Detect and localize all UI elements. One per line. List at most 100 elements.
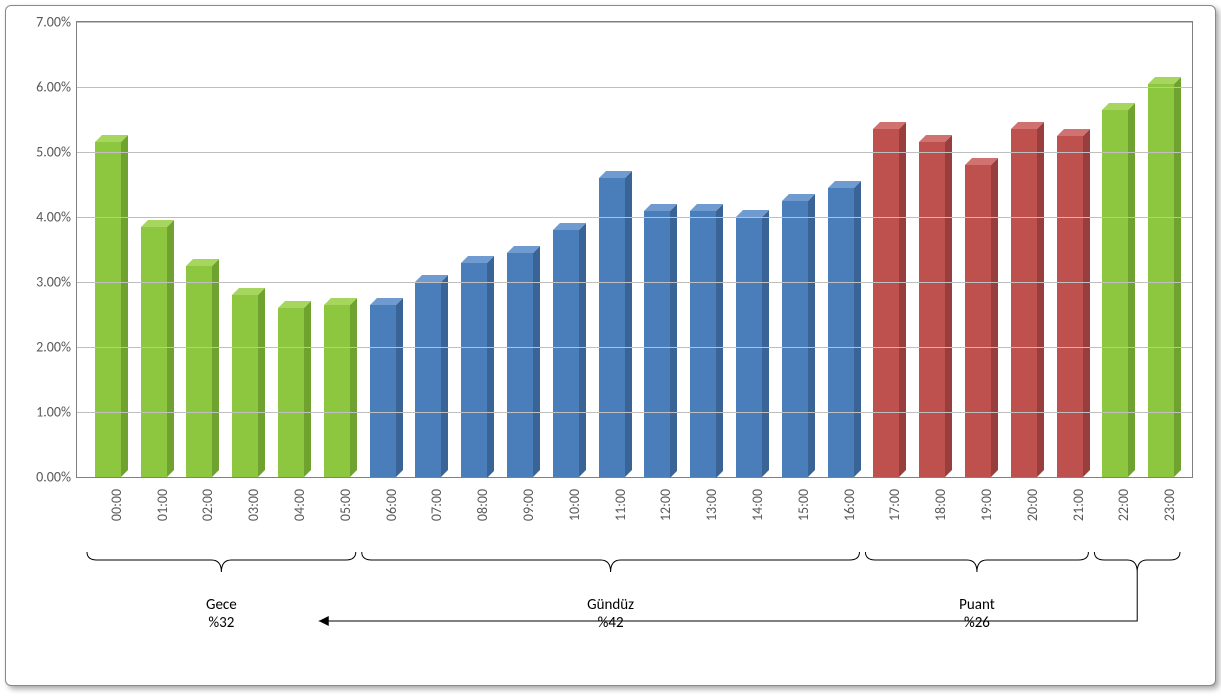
bar-slot bbox=[268, 22, 314, 477]
bar-side bbox=[1128, 103, 1135, 477]
x-label-slot: 14:00 bbox=[726, 477, 772, 537]
bar-side bbox=[854, 181, 861, 477]
bar-side bbox=[121, 135, 128, 477]
gridline bbox=[77, 22, 1192, 23]
bar-side bbox=[350, 298, 357, 477]
bar-front bbox=[507, 253, 533, 477]
bar-side bbox=[808, 194, 815, 477]
bar-front bbox=[873, 129, 899, 477]
x-tick-label: 17:00 bbox=[886, 489, 903, 521]
x-axis-labels: 00:00 01:00 02:00 03:00 04:00 05:00 06:00 07:00… bbox=[77, 477, 1192, 537]
bar-side bbox=[1174, 77, 1181, 477]
x-label-slot: 20:00 bbox=[1001, 477, 1047, 537]
bar-front bbox=[553, 230, 579, 477]
bars-container bbox=[77, 22, 1192, 477]
bar-slot bbox=[1093, 22, 1139, 477]
bar bbox=[553, 230, 579, 477]
bar bbox=[232, 295, 258, 477]
bar-slot bbox=[406, 22, 452, 477]
bar-front bbox=[1102, 110, 1128, 477]
bar-slot bbox=[314, 22, 360, 477]
chart-frame: 00:00 01:00 02:00 03:00 04:00 05:00 06:00 07:00… bbox=[5, 5, 1216, 686]
y-tick-label: 2.00% bbox=[36, 339, 77, 356]
x-label-slot: 22:00 bbox=[1093, 477, 1139, 537]
bar-slot bbox=[85, 22, 131, 477]
bar bbox=[599, 178, 625, 477]
x-label-slot: 03:00 bbox=[222, 477, 268, 537]
bar bbox=[965, 165, 991, 477]
chart-area: 00:0001:0002:0003:0004:0005:0006:0007:00… bbox=[76, 21, 1193, 478]
y-tick-label: 7.00% bbox=[36, 14, 77, 31]
bar-side bbox=[945, 135, 952, 477]
x-tick-label: 23:00 bbox=[1161, 489, 1178, 521]
bar-slot bbox=[360, 22, 406, 477]
x-tick-label: 02:00 bbox=[199, 489, 216, 521]
x-tick-label: 09:00 bbox=[520, 489, 537, 521]
bar-side bbox=[762, 210, 769, 477]
x-label-slot: 15:00 bbox=[772, 477, 818, 537]
x-tick-label: 12:00 bbox=[657, 489, 674, 521]
bar-slot bbox=[864, 22, 910, 477]
plot-area: 00:0001:0002:0003:0004:0005:0006:0007:00… bbox=[76, 21, 1193, 478]
x-tick-label: 04:00 bbox=[291, 489, 308, 521]
x-label-slot: 01:00 bbox=[131, 477, 177, 537]
y-tick-label: 3.00% bbox=[36, 274, 77, 291]
bar-slot bbox=[222, 22, 268, 477]
bar bbox=[1102, 110, 1128, 477]
x-tick-label: 15:00 bbox=[795, 489, 812, 521]
x-tick-label: 05:00 bbox=[337, 489, 354, 521]
bar-front bbox=[95, 142, 121, 477]
bar bbox=[324, 305, 350, 477]
bar-side bbox=[1037, 122, 1044, 477]
bar-front bbox=[461, 263, 487, 478]
bar bbox=[1148, 84, 1174, 477]
bar-side bbox=[258, 288, 265, 477]
x-label-slot: 02:00 bbox=[177, 477, 223, 537]
x-tick-label: 21:00 bbox=[1070, 489, 1087, 521]
bar bbox=[690, 211, 716, 478]
bar-front bbox=[415, 282, 441, 477]
bar-front bbox=[919, 142, 945, 477]
bar-front bbox=[690, 211, 716, 478]
bar-front bbox=[828, 188, 854, 477]
bar-front bbox=[186, 266, 212, 477]
bar bbox=[1057, 136, 1083, 477]
bar-slot bbox=[177, 22, 223, 477]
x-tick-label: 11:00 bbox=[612, 489, 629, 521]
annotation-svg bbox=[76, 546, 1191, 686]
bar-side bbox=[579, 223, 586, 477]
bar-front bbox=[1057, 136, 1083, 477]
y-tick-label: 4.00% bbox=[36, 209, 77, 226]
x-label-slot: 00:00 bbox=[85, 477, 131, 537]
x-label-slot: 06:00 bbox=[360, 477, 406, 537]
bar-front bbox=[644, 211, 670, 478]
gridline bbox=[77, 87, 1192, 88]
group-annotations: Gece%32Gündüz%42Puant%26 bbox=[76, 546, 1191, 686]
bar-side bbox=[441, 275, 448, 477]
bar bbox=[919, 142, 945, 477]
gridline bbox=[77, 412, 1192, 413]
y-tick-label: 0.00% bbox=[36, 469, 77, 486]
bar-slot bbox=[635, 22, 681, 477]
x-tick-label: 01:00 bbox=[154, 489, 171, 521]
x-tick-label: 06:00 bbox=[383, 489, 400, 521]
bar-slot bbox=[955, 22, 1001, 477]
x-label-slot: 04:00 bbox=[268, 477, 314, 537]
bar bbox=[1011, 129, 1037, 477]
x-tick-label: 07:00 bbox=[428, 489, 445, 521]
bar-side bbox=[991, 158, 998, 477]
bar-side bbox=[1083, 129, 1090, 477]
bar-front bbox=[782, 201, 808, 477]
bar-slot bbox=[726, 22, 772, 477]
x-tick-label: 13:00 bbox=[703, 489, 720, 521]
bar-side bbox=[716, 204, 723, 478]
gridline bbox=[77, 152, 1192, 153]
bar-slot bbox=[1138, 22, 1184, 477]
y-tick-label: 1.00% bbox=[36, 404, 77, 421]
bar-front bbox=[1011, 129, 1037, 477]
x-label-slot: 12:00 bbox=[635, 477, 681, 537]
bar-side bbox=[670, 204, 677, 478]
y-tick-label: 6.00% bbox=[36, 79, 77, 96]
x-tick-label: 14:00 bbox=[749, 489, 766, 521]
x-tick-label: 20:00 bbox=[1024, 489, 1041, 521]
